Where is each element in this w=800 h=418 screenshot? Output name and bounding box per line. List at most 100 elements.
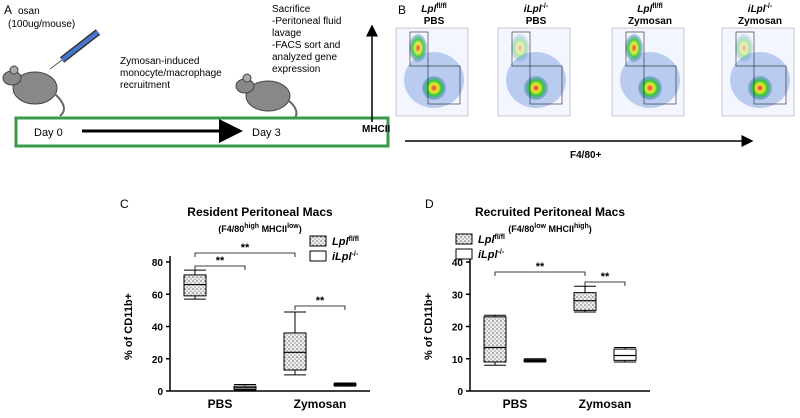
box xyxy=(183,274,207,297)
flow-plot xyxy=(497,27,571,117)
legend-sup: -/- xyxy=(352,251,359,258)
column-header: Lplfl/fl xyxy=(421,3,447,15)
chart-title: Recruited Peritoneal Macs xyxy=(475,205,625,219)
subtitle-part: MHCII xyxy=(546,224,574,234)
subtitle-part: (F4/80 xyxy=(508,224,534,234)
treatment: Zymosan xyxy=(628,16,672,27)
axis-label: F4/80+ xyxy=(570,150,602,161)
flow-plot xyxy=(721,27,795,117)
subtitle-sup: low xyxy=(534,223,546,230)
box xyxy=(573,292,597,311)
significance-label: ** xyxy=(241,242,250,254)
legend-swatch xyxy=(455,248,473,260)
genotype-sup: fl/fl xyxy=(436,3,447,10)
column-header: iLpl-/- xyxy=(748,3,773,15)
significance-label: ** xyxy=(536,261,545,273)
subtitle-sup: high xyxy=(574,223,589,230)
legend-name: iLpl xyxy=(332,251,352,263)
panel-a: A osan (100ug/mouse) Zymosan-induced mon… xyxy=(2,3,390,148)
significance-label: ** xyxy=(601,271,610,283)
y-tick-label: 40 xyxy=(152,323,164,334)
x-tick-label: PBS xyxy=(503,397,528,411)
legend-name: Lpl xyxy=(478,234,495,246)
subtitle-part: ) xyxy=(589,224,592,234)
treatment: PBS xyxy=(424,16,445,27)
x-tick-label: Zymosan xyxy=(579,397,632,411)
subtitle-part: ) xyxy=(299,224,302,234)
legend-name: iLpl xyxy=(478,249,498,261)
genotype-sup: -/- xyxy=(542,3,549,10)
genotype: iLpl xyxy=(748,4,766,15)
box-chart: C Resident Peritoneal Macs (F4/80high MHCI… xyxy=(120,197,370,411)
legend-sup: fl/fl xyxy=(349,236,360,243)
axis-label: MHCII xyxy=(362,124,391,135)
legend-label: Lplfl/fl xyxy=(332,236,359,248)
column-header: Lplfl/fl xyxy=(637,3,663,15)
y-tick-label: 10 xyxy=(452,355,464,366)
box xyxy=(613,348,637,361)
significance-bracket xyxy=(294,305,346,310)
chart-title: Resident Peritoneal Macs xyxy=(187,205,333,219)
significance-bracket xyxy=(584,281,626,286)
legend-swatch xyxy=(309,250,327,262)
box xyxy=(483,316,507,363)
timeline-box xyxy=(14,116,390,148)
recruitment-text: recruitment xyxy=(120,80,170,91)
genotype: Lpl xyxy=(637,4,652,15)
x-tick-label: Zymosan xyxy=(294,397,347,411)
sacrifice-text: analyzed gene xyxy=(272,52,337,63)
legend-label: iLpl-/- xyxy=(332,251,359,263)
box-chart: D Recruited Peritoneal Macs (F4/80low MHCI… xyxy=(423,197,650,411)
genotype: iLpl xyxy=(524,4,542,15)
significance-bracket xyxy=(494,271,586,276)
y-tick-label: 20 xyxy=(452,323,464,334)
y-tick-label: 40 xyxy=(452,258,464,269)
y-tick-label: 20 xyxy=(152,355,164,366)
genotype-sup: fl/fl xyxy=(652,3,663,10)
x-tick-label: PBS xyxy=(208,397,233,411)
genotype: Lpl xyxy=(421,4,436,15)
significance-label: ** xyxy=(216,255,225,267)
sacrifice-text: Sacrifice xyxy=(272,4,311,15)
subtitle-part: (F4/80 xyxy=(218,224,244,234)
treatment: PBS xyxy=(526,16,547,27)
y-axis-label: % of CD11b+ xyxy=(423,293,435,360)
legend-swatch xyxy=(309,235,327,247)
significance-label: ** xyxy=(316,295,325,307)
panel-label: C xyxy=(120,197,129,211)
treatment: Zymosan xyxy=(738,16,782,27)
dose-text: (100ug/mouse) xyxy=(8,19,75,30)
column-header: iLpl-/- xyxy=(524,3,549,15)
legend-name: Lpl xyxy=(332,236,349,248)
subtitle-part: MHCII xyxy=(259,224,287,234)
recruitment-text: monocyte/macrophage xyxy=(120,68,222,79)
y-tick-label: 0 xyxy=(457,387,463,398)
panel-label: D xyxy=(425,197,434,211)
day-label: Day 3 xyxy=(252,127,281,139)
recruitment-text: Zymosan-induced xyxy=(120,56,199,67)
box xyxy=(283,332,307,371)
sacrifice-text: -FACS sort and xyxy=(272,40,340,51)
y-tick-label: 60 xyxy=(152,290,164,301)
dose-text: osan xyxy=(18,6,40,17)
syringe xyxy=(49,29,101,70)
day-label: Day 0 xyxy=(34,127,63,139)
significance-bracket xyxy=(194,265,246,270)
genotype-sup: -/- xyxy=(766,3,773,10)
y-tick-label: 30 xyxy=(452,290,464,301)
panel-label: B xyxy=(398,3,406,17)
chart-subtitle: (F4/80high MHCIIlow) xyxy=(218,223,301,234)
significance-bracket xyxy=(194,252,296,257)
legend-swatch xyxy=(455,233,473,245)
mouse-icon xyxy=(235,73,298,119)
mouse-icon xyxy=(2,65,65,117)
legend-sup: -/- xyxy=(498,249,505,256)
sacrifice-text: expression xyxy=(272,64,320,75)
panel-b: B MHCII F4/80+ Lplfl/flPBSiLpl-/-PBSLplf… xyxy=(362,3,795,161)
legend-sup: fl/fl xyxy=(495,234,506,241)
chart-subtitle: (F4/80low MHCIIhigh) xyxy=(508,223,591,234)
sacrifice-text: lavage xyxy=(272,28,302,39)
legend-label: Lplfl/fl xyxy=(478,234,505,246)
